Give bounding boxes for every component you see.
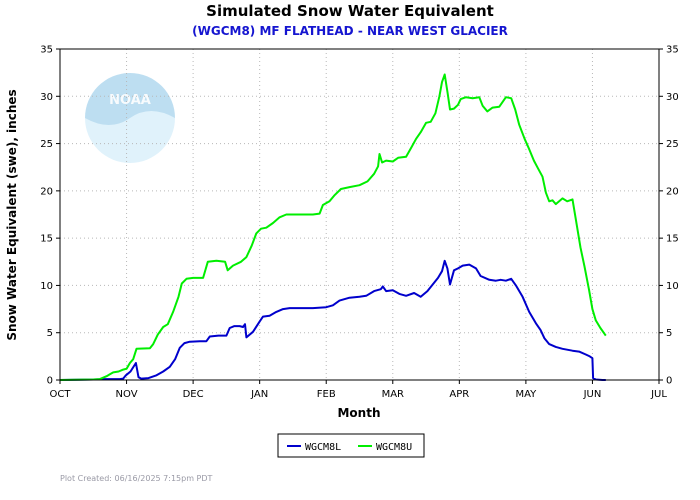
y-axis-label: Snow Water Equivalent (swe), inches: [5, 89, 19, 340]
series-layer: [59, 73, 607, 381]
x-tick-label-nov: NOV: [116, 389, 138, 400]
x-tick-label-dec: DEC: [183, 389, 204, 400]
y-tick-label-right-35: 35: [666, 45, 679, 56]
y-tick-label-right-15: 15: [666, 234, 679, 245]
y-tick-label-left-5: 5: [47, 328, 53, 339]
y-tick-label-right-30: 30: [666, 92, 679, 103]
y-tick-label-left-15: 15: [40, 234, 53, 245]
y-tick-label-left-20: 20: [40, 186, 53, 197]
x-tick-label-feb: FEB: [317, 389, 336, 400]
plot-frame: [59, 48, 660, 381]
plot-created-footer: Plot Created: 06/16/2025 7:15pm PDT: [60, 474, 213, 483]
y-tick-label-left-25: 25: [40, 139, 53, 150]
x-tick-label-oct: OCT: [50, 389, 72, 400]
x-tick-label-may: MAY: [515, 389, 537, 400]
x-tick-label-jan: JAN: [250, 389, 268, 400]
y-tick-label-right-20: 20: [666, 186, 679, 197]
legend-box: [277, 433, 425, 458]
y-tick-label-left-35: 35: [40, 45, 53, 56]
y-tick-label-left-10: 10: [40, 281, 53, 292]
y-tick-label-right-10: 10: [666, 281, 679, 292]
legend: WGCM8L WGCM8U: [277, 433, 425, 458]
y-tick-label-right-0: 0: [666, 376, 672, 387]
series-line-wgcm8l: [59, 259, 606, 381]
y-tick-label-left-30: 30: [40, 92, 53, 103]
legend-label-wgcm8u: WGCM8U: [376, 442, 412, 453]
x-axis-label: Month: [337, 406, 380, 420]
y-tick-label-right-5: 5: [666, 328, 672, 339]
y-tick-label-left-0: 0: [47, 376, 53, 387]
chart-title: Simulated Snow Water Equivalent: [206, 2, 494, 20]
noaa-logo-text: NOAA: [109, 93, 151, 108]
chart-subtitle: (WGCM8) MF FLATHEAD - NEAR WEST GLACIER: [192, 24, 508, 38]
series-line-wgcm8u: [59, 73, 607, 381]
y-tick-label-right-25: 25: [666, 139, 679, 150]
noaa-logo-watermark: NOAA: [85, 73, 175, 163]
axis-ticks: 0 0 5 5 10 10 15 15 20 20 25 25 30 30 35 35 OCT NOV DEC JAN…: [40, 45, 678, 401]
x-tick-label-mar: MAR: [382, 389, 404, 400]
x-tick-label-apr: APR: [449, 389, 469, 400]
x-tick-label-jul: JUL: [650, 389, 667, 400]
x-tick-label-jun: JUN: [583, 389, 602, 400]
legend-label-wgcm8l: WGCM8L: [305, 442, 341, 453]
